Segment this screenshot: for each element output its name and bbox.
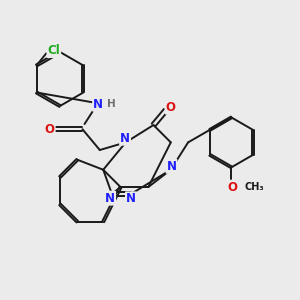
Text: CH₃: CH₃ — [244, 182, 264, 192]
Text: O: O — [227, 181, 237, 194]
Text: H: H — [107, 99, 116, 109]
Text: Cl: Cl — [47, 44, 60, 57]
Text: N: N — [93, 98, 103, 111]
Text: O: O — [166, 100, 176, 113]
Text: N: N — [167, 160, 176, 173]
Text: N: N — [126, 192, 136, 205]
Text: N: N — [105, 192, 115, 205]
Text: N: N — [120, 132, 130, 145]
Text: O: O — [44, 123, 55, 136]
